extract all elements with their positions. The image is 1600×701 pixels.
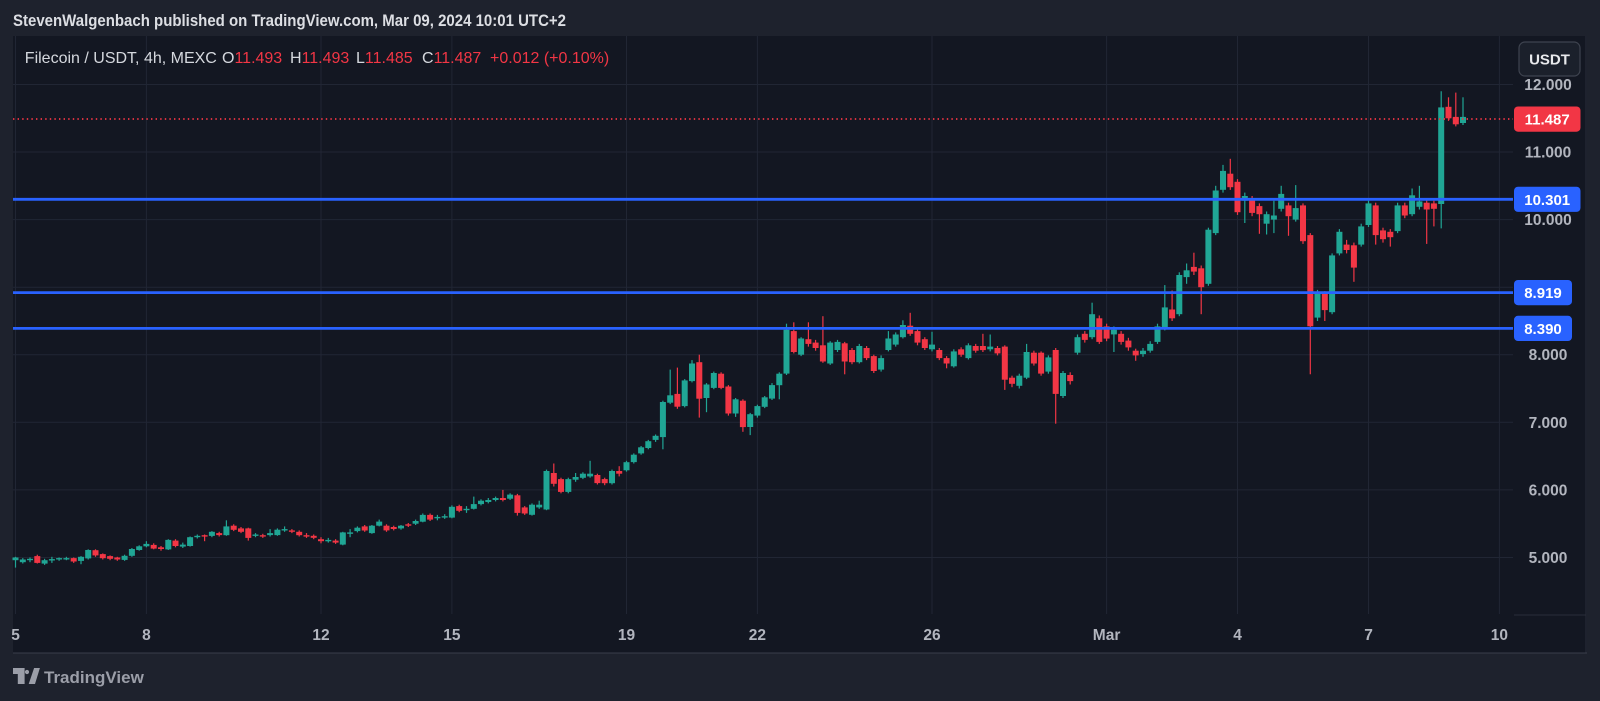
svg-text:22: 22 <box>749 627 766 644</box>
svg-text:26: 26 <box>923 627 941 644</box>
svg-text:4: 4 <box>1233 627 1242 644</box>
svg-text:19: 19 <box>618 627 636 644</box>
svg-text:10.301: 10.301 <box>1524 192 1570 209</box>
svg-text:7: 7 <box>1364 627 1373 644</box>
svg-text:L11.485: L11.485 <box>356 50 413 67</box>
svg-text:8.390: 8.390 <box>1524 321 1562 338</box>
svg-text:Filecoin / USDT, 4h, MEXC: Filecoin / USDT, 4h, MEXC <box>25 50 217 67</box>
svg-text:10.000: 10.000 <box>1524 212 1571 229</box>
svg-text:C11.487: C11.487 <box>422 50 481 67</box>
svg-text:O11.493: O11.493 <box>222 50 282 67</box>
svg-text:11.000: 11.000 <box>1525 145 1572 162</box>
svg-text:7.000: 7.000 <box>1529 415 1568 432</box>
svg-text:11.487: 11.487 <box>1525 112 1570 129</box>
svg-text:8.000: 8.000 <box>1529 347 1568 364</box>
svg-text:5: 5 <box>11 627 20 644</box>
svg-text:Mar: Mar <box>1093 627 1121 644</box>
svg-text:8: 8 <box>142 627 151 644</box>
svg-text:5.000: 5.000 <box>1529 550 1568 567</box>
svg-text:8.919: 8.919 <box>1524 285 1562 302</box>
svg-text:StevenWalgenbach published on: StevenWalgenbach published on TradingVie… <box>13 12 566 30</box>
svg-text:H11.493: H11.493 <box>290 50 349 67</box>
svg-text:12.000: 12.000 <box>1524 77 1571 94</box>
svg-text:6.000: 6.000 <box>1529 482 1568 499</box>
svg-text:15: 15 <box>443 627 461 644</box>
svg-text:TradingView: TradingView <box>44 668 145 687</box>
svg-text:10: 10 <box>1491 627 1508 644</box>
svg-text:12: 12 <box>312 627 329 644</box>
svg-text:USDT: USDT <box>1529 52 1570 69</box>
svg-text:+0.012 (+0.10%): +0.012 (+0.10%) <box>490 50 609 67</box>
